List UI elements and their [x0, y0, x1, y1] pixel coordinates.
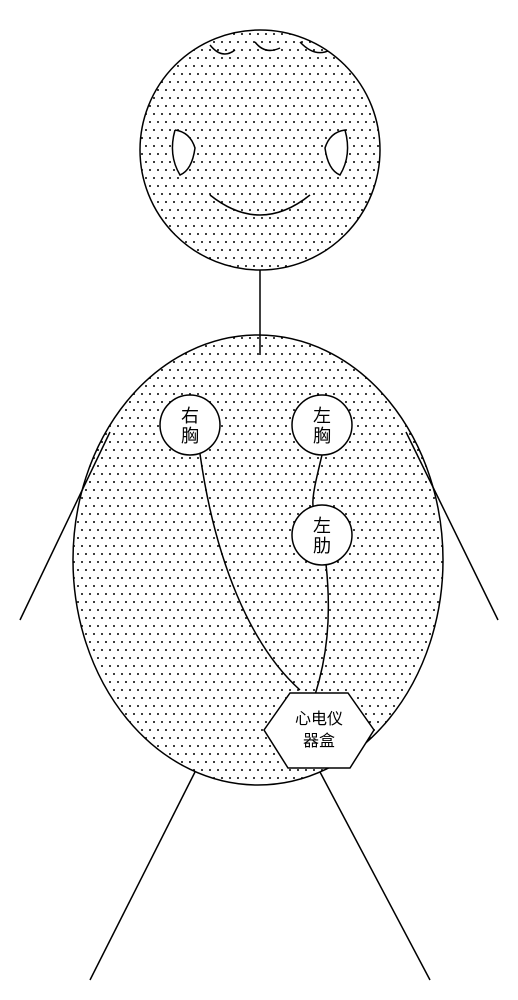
electrode-left-rib: 左肋 — [292, 505, 352, 565]
head — [140, 30, 380, 270]
leg-line — [320, 772, 430, 980]
torso — [73, 335, 443, 785]
electrode-label: 左 — [313, 406, 331, 426]
device-label-line1: 心电仪 — [295, 710, 343, 728]
electrode-left-chest: 左胸 — [292, 395, 352, 455]
electrode-right-chest: 右胸 — [160, 395, 220, 455]
electrode-label: 肋 — [313, 536, 331, 556]
electrode-label: 右 — [181, 406, 199, 426]
electrode-label: 胸 — [181, 426, 199, 446]
legs — [90, 772, 430, 980]
device-label-line2: 器盒 — [303, 732, 335, 750]
electrode-label: 左 — [313, 516, 331, 536]
leg-line — [90, 772, 195, 980]
electrode-label: 胸 — [313, 426, 331, 446]
human-ecg-diagram: 右胸左胸左肋 心电仪 器盒 — [0, 0, 518, 1000]
